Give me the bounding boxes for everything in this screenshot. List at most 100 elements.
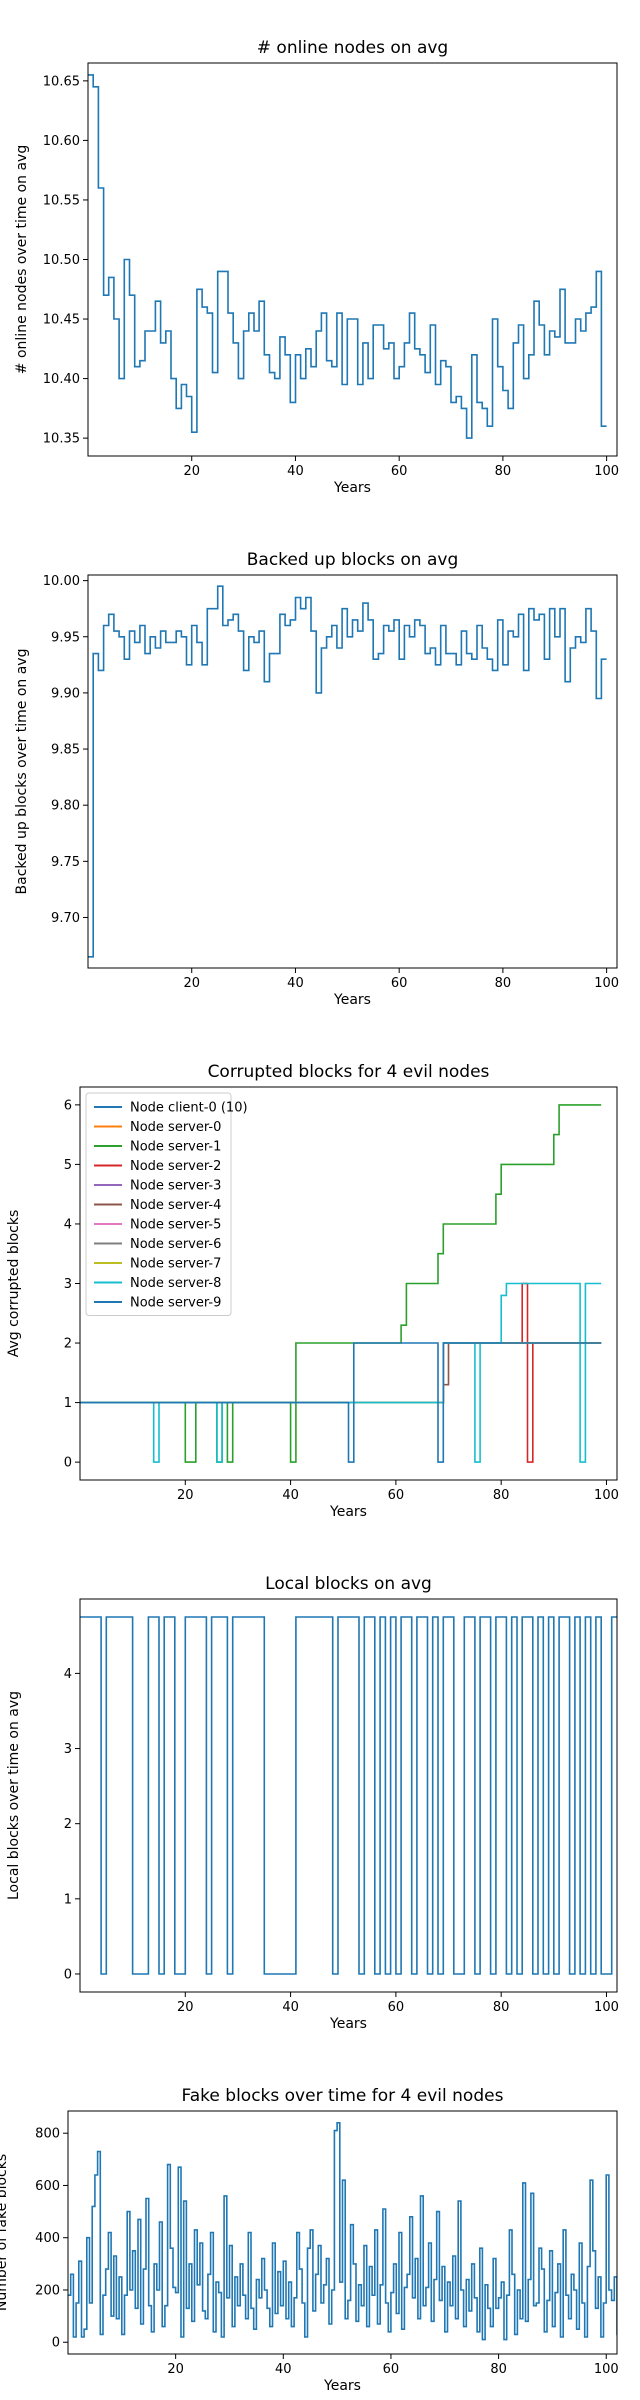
legend-entry-label: Node server-0: [130, 1120, 221, 1135]
y-tick-label: 1: [64, 1396, 72, 1411]
y-tick-label: 10.60: [43, 134, 80, 149]
series-line: [80, 1616, 617, 1975]
axis-ticks: 20 40 60 80 100 9.70 9.75 9.80 9.85 9.90 9.95 10.00: [43, 574, 619, 991]
y-tick-label: 2: [64, 1337, 72, 1352]
y-tick-label: 800: [35, 2127, 60, 2142]
chart-corrupted-blocks: Corrupted blocks for 4 evil nodes Years …: [6, 1062, 619, 1520]
plot-area: [68, 2122, 617, 2341]
series-group: [80, 1616, 617, 1975]
chart-online-nodes: # online nodes on avg Years # online nod…: [14, 38, 619, 496]
axes-frame: [67, 2110, 618, 2355]
chart-title: Corrupted blocks for 4 evil nodes: [208, 1062, 490, 1082]
plot-area: [80, 1616, 617, 1975]
legend-entry-label: Node server-8: [130, 1276, 221, 1291]
x-tick-label: 80: [493, 2000, 510, 2015]
x-axis-label: Years: [333, 992, 371, 1008]
y-tick-label: 9.70: [51, 911, 80, 926]
chart-title: Local blocks on avg: [265, 1574, 432, 1594]
x-tick-label: 40: [287, 464, 304, 479]
legend-entry-label: Node server-3: [130, 1179, 221, 1194]
axes-frame: [87, 62, 618, 457]
legend-entry-label: Node server-9: [130, 1296, 221, 1311]
x-tick-label: 80: [495, 976, 512, 991]
x-tick-label: 20: [167, 2362, 184, 2377]
y-tick-label: 10.00: [43, 574, 80, 589]
chart-title: Backed up blocks on avg: [247, 550, 459, 570]
x-tick-label: 40: [282, 1488, 299, 1503]
x-tick-label: 100: [594, 2362, 619, 2377]
y-axis-label: # online nodes over time on avg: [14, 145, 30, 374]
axes-frame: [79, 1086, 618, 1481]
y-tick-label: 10.35: [43, 432, 80, 447]
legend-entry-label: Node server-6: [130, 1237, 221, 1252]
x-tick-label: 20: [177, 1488, 194, 1503]
x-tick-label: 100: [594, 976, 619, 991]
x-tick-label: 80: [490, 2362, 507, 2377]
y-tick-label: 200: [35, 2283, 60, 2298]
series-line: [80, 1342, 602, 1463]
series-line: [68, 2122, 617, 2341]
x-tick-label: 100: [594, 1488, 619, 1503]
x-tick-label: 40: [275, 2362, 292, 2377]
legend: Node client-0 (10) Node server-0 Node serv…: [85, 1092, 248, 1316]
axis-ticks: 20 40 60 80 100 0 200 400 600 800: [35, 2127, 618, 2377]
y-tick-label: 9.85: [51, 743, 80, 758]
x-tick-label: 60: [391, 976, 408, 991]
y-tick-label: 600: [35, 2179, 60, 2194]
y-tick-label: 400: [35, 2231, 60, 2246]
series-group: [88, 585, 607, 958]
x-axis-label: Years: [333, 480, 371, 496]
y-tick-label: 0: [64, 1967, 72, 1982]
series-group: [68, 2122, 617, 2341]
y-tick-label: 3: [64, 1277, 72, 1292]
x-tick-label: 80: [495, 464, 512, 479]
axis-ticks: 20 40 60 80 100 0 1 2 3 4 5 6: [64, 1098, 619, 1503]
x-tick-label: 100: [594, 464, 619, 479]
chart-fake-blocks: Fake blocks over time for 4 evil nodes Y…: [0, 2086, 619, 2394]
plot-area: [80, 1104, 602, 1463]
y-tick-label: 10.65: [43, 74, 80, 89]
chart-backed-up-blocks: Backed up blocks on avg Years Backed up …: [14, 550, 619, 1008]
series-line: [88, 74, 607, 439]
y-tick-label: 4: [64, 1217, 72, 1232]
y-tick-label: 9.75: [51, 855, 80, 870]
x-axis-label: Years: [329, 2016, 367, 2032]
legend-entry-label: Node server-1: [130, 1140, 221, 1155]
legend-box: [85, 1092, 232, 1316]
y-tick-label: 2: [64, 1817, 72, 1832]
legend-entry-label: Node server-2: [130, 1159, 221, 1174]
y-tick-label: 6: [64, 1098, 72, 1113]
y-tick-label: 0: [64, 1456, 72, 1471]
x-tick-label: 40: [282, 2000, 299, 2015]
x-tick-label: 20: [183, 976, 200, 991]
y-tick-label: 4: [64, 1667, 72, 1682]
y-tick-label: 9.95: [51, 630, 80, 645]
axis-ticks: 20 40 60 80 100 10.35 10.40 10.45 10.50 10.55 10.6…: [43, 74, 619, 479]
y-tick-label: 10.40: [43, 372, 80, 387]
y-axis-label: Number of fake blocks: [0, 2154, 10, 2311]
chart-title: Fake blocks over time for 4 evil nodes: [182, 2086, 504, 2106]
y-tick-label: 5: [64, 1158, 72, 1173]
legend-entry-label: Node server-5: [130, 1218, 221, 1233]
y-tick-label: 10.50: [43, 253, 80, 268]
chart-title: # online nodes on avg: [257, 38, 448, 58]
x-tick-label: 60: [388, 2000, 405, 2015]
series-group: [80, 1104, 602, 1463]
axes-frame: [87, 574, 618, 969]
x-axis-label: Years: [329, 1504, 367, 1520]
y-axis-label: Avg corrupted blocks: [6, 1210, 22, 1358]
series-group: [88, 74, 607, 439]
x-tick-label: 60: [383, 2362, 400, 2377]
x-tick-label: 20: [183, 464, 200, 479]
y-axis-label: Backed up blocks over time on avg: [14, 649, 30, 895]
y-tick-label: 0: [52, 2336, 60, 2351]
x-tick-label: 60: [388, 1488, 405, 1503]
plot-area: [88, 74, 607, 439]
x-tick-label: 100: [594, 2000, 619, 2015]
y-tick-label: 10.55: [43, 193, 80, 208]
x-tick-label: 40: [287, 976, 304, 991]
x-axis-label: Years: [323, 2378, 361, 2394]
x-tick-label: 80: [493, 1488, 510, 1503]
axes-frame: [79, 1598, 618, 1993]
